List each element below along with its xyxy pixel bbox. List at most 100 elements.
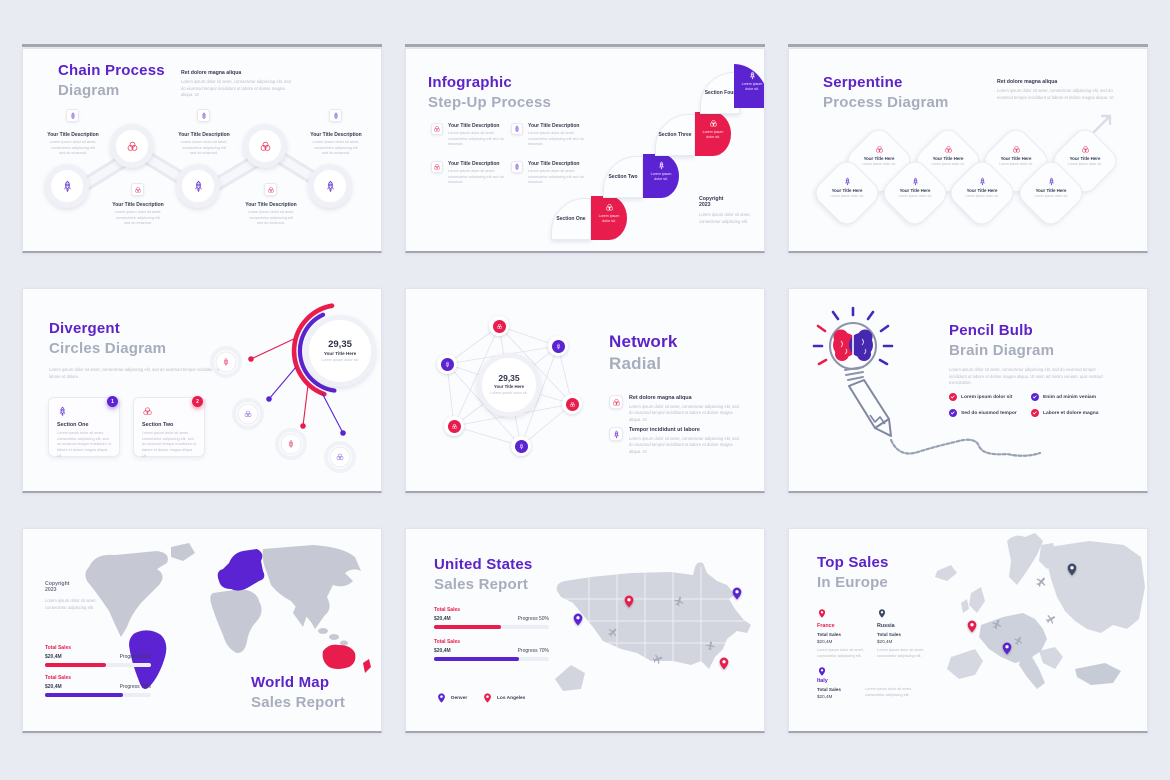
slide-title: Pencil Bulb Brain Diagram — [949, 322, 1055, 359]
leaf-text: Lorem ipsum dolor sit. — [702, 130, 724, 140]
step-title: Your Title Description — [310, 132, 362, 138]
step-text: Lorem ipsum dolor sit amet, consectetur … — [49, 140, 97, 156]
step-section: Section Two — [603, 156, 643, 198]
sales-value: $20,4M — [45, 653, 62, 660]
rocket-icon — [197, 109, 210, 122]
diamond-content: Your Title Here Lorem ipsum dolor sit. — [851, 145, 907, 167]
total-sales-label: Total Sales — [45, 675, 72, 681]
progress-block: Total Sales $20,4M Progress 50% — [45, 645, 151, 667]
network-node — [548, 336, 568, 356]
progress-block: Total Sales $20,4M Progress 50% — [434, 607, 549, 629]
step-leaf: Lorem ipsum dolor sit. — [643, 154, 679, 198]
progress-label: Progress 50% — [517, 615, 549, 622]
progress-bar — [434, 624, 549, 629]
diamond-content: Your Title Here Lorem ipsum dolor sit. — [887, 177, 943, 199]
slide-divergent-circles-diagram[interactable]: Divergent Circles Diagram Lorem ipsum do… — [22, 288, 382, 493]
slide-chain-process-diagram[interactable]: Chain Process Diagram Ret dolore magna a… — [22, 48, 382, 253]
progress-label: Progress 70% — [517, 647, 549, 654]
hub-value: 29,35 — [498, 373, 520, 384]
pin-icon — [877, 607, 933, 620]
card-text: Lorem ipsum dolor sit amet, consectetur … — [142, 431, 196, 458]
intro-paragraph: Lorem ipsum dolor sit amet, consectetur … — [949, 367, 1103, 385]
world-map — [85, 543, 371, 689]
map-pin-icon — [730, 585, 744, 602]
pin-icon — [817, 607, 873, 620]
slide-network-radial[interactable]: 29,35 Your Title Here Lorem ipsum dolor … — [405, 288, 765, 493]
total-sales-label: Total Sales — [817, 631, 841, 637]
progress-bar — [434, 656, 549, 661]
bullet-text: Lorem ipsum dolor sit amet, consectetur … — [629, 403, 739, 422]
progress-label: Progress 70% — [119, 683, 151, 690]
total-sales-label: Total Sales — [817, 686, 841, 692]
item-title: Your Title Description — [528, 161, 580, 167]
step-text: Lorem ipsum dolor sit amet, consectetur … — [114, 210, 162, 226]
slide-title: Serpentine Process Diagram — [823, 74, 949, 111]
country-text: Lorem ipsum dolor sit amet, consectetur … — [877, 648, 924, 658]
step-leaf: Lorem ipsum dolor sit. — [695, 112, 731, 156]
step-text: Lorem ipsum dolor sit amet, consectetur … — [180, 140, 228, 156]
map-pin-icon — [571, 611, 585, 628]
rocket-icon — [511, 123, 523, 135]
diamond-content: Your Title Here Lorem ipsum dolor sit. — [988, 145, 1044, 167]
bullet-text: Lorem ipsum dolor sit amet, consectetur … — [629, 435, 739, 454]
knot-icon — [142, 406, 153, 417]
slide-pencil-bulb-brain-diagram[interactable]: Pencil Bulb Brain Diagram Lorem ipsum do… — [788, 288, 1148, 493]
card-badge: 2 — [192, 396, 203, 407]
network-node — [437, 354, 457, 374]
check-item: Enim ad minim veniam — [1031, 393, 1096, 401]
map-pin-icon — [622, 593, 636, 610]
chain-node — [308, 164, 352, 208]
legend-item: Denver — [436, 691, 467, 705]
slide-world-map-sales-report[interactable]: Copyright 2023 Lorem ipsum dolor sit ame… — [22, 528, 382, 733]
diamond-content: Your Title Here Lorem ipsum dolor sit. — [920, 145, 976, 167]
main-text: Lorem ipsum dolor sit. — [321, 357, 359, 362]
country-stat: France Total Sales $20,4M Lorem ipsum do… — [817, 607, 873, 660]
slide-title: Network Radial — [609, 332, 678, 374]
pin-icon — [482, 691, 493, 705]
network-node — [511, 436, 531, 456]
knot-icon — [264, 183, 277, 196]
check-item: Sed do eiusmod tempor — [949, 409, 1017, 417]
step-section: Section One — [551, 198, 591, 240]
total-sales-label: Total Sales — [877, 631, 901, 637]
country-name: Italy — [817, 678, 828, 684]
diamond-content: Your Title Here Lorem ipsum dolor sit. — [1023, 177, 1079, 199]
sales-value: $20,4M — [877, 639, 893, 644]
country-stat: Italy Total Sales $20,4M — [817, 665, 873, 699]
slide-united-states-sales-report[interactable]: United States Sales Report Total Sales $… — [405, 528, 765, 733]
map-pin-icon — [1000, 640, 1014, 657]
rocket-icon — [66, 109, 79, 122]
us-map — [555, 562, 751, 691]
step-leaf: Lorem ipsum dolor sit. — [734, 64, 764, 108]
leaf-text: Lorem ipsum dolor sit. — [741, 82, 763, 92]
slide-title: World Map Sales Report — [251, 674, 346, 711]
hub-title: Your Title Here — [493, 384, 525, 390]
item-title: Your Title Description — [448, 161, 500, 167]
section-card: 2 Section Two Lorem ipsum dolor sit amet… — [133, 396, 205, 458]
previous-row-slide-edge — [405, 44, 765, 47]
bullet-title: Tempor incididunt ut labore — [629, 427, 700, 433]
header-text: Ret dolore magna aliqua Lorem ipsum dolo… — [181, 70, 291, 97]
diamond-content: Your Title Here Lorem ipsum dolor sit. — [1057, 145, 1113, 167]
diamond-content: Your Title Here Lorem ipsum dolor sit. — [954, 177, 1010, 199]
sales-value: $20,4M — [817, 639, 833, 644]
card-title: Section Two — [142, 422, 174, 428]
europe-map — [935, 533, 1145, 689]
slide-title: Divergent Circles Diagram — [49, 320, 167, 357]
step-leaf: Lorem ipsum dolor sit. — [591, 196, 627, 240]
knot-icon — [131, 183, 144, 196]
chain-node — [45, 164, 89, 208]
slide-infographic-step-up-process[interactable]: Infographic Step-Up Process Your Title D… — [405, 48, 765, 253]
sales-value: $20,4M — [817, 694, 833, 699]
step-title: Your Title Description — [245, 202, 297, 208]
pin-icon — [436, 691, 447, 705]
slide-top-sales-in-europe[interactable]: Top Sales In Europe France Total Sales $… — [788, 528, 1148, 733]
progress-bar — [45, 692, 151, 697]
slide-title: Top Sales In Europe — [817, 554, 889, 591]
slide-serpentine-process-diagram[interactable]: Serpentine Process Diagram Ret dolore ma… — [788, 48, 1148, 253]
step-title: Your Title Description — [112, 202, 164, 208]
country-stat: Russia Total Sales $20,4M Lorem ipsum do… — [877, 607, 933, 660]
chain-node — [243, 124, 287, 168]
item-text: Lorem ipsum dolor sit amet, consectetur … — [528, 131, 584, 147]
